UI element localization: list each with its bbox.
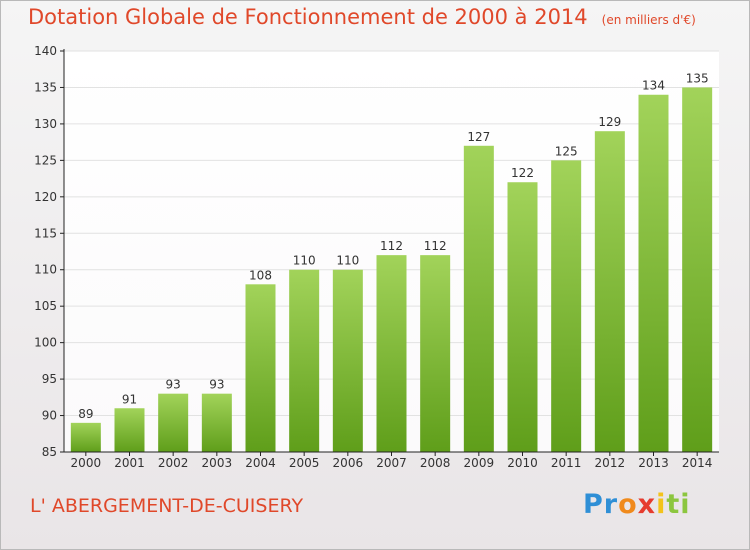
y-tick-label: 120	[34, 190, 57, 204]
x-tick-label: 2002	[158, 456, 189, 470]
y-tick-label: 95	[42, 372, 57, 386]
x-tick-label: 2009	[464, 456, 495, 470]
bar	[594, 131, 625, 452]
logo-part: o	[618, 489, 638, 520]
logo-part: x	[637, 489, 657, 520]
chart-title-block: Dotation Globale de Fonctionnement de 20…	[28, 5, 696, 29]
proxiti-logo: Proxiti	[583, 489, 691, 520]
logo-part: Pr	[583, 489, 619, 520]
bar	[332, 269, 363, 452]
x-tick-label: 2012	[595, 456, 626, 470]
y-tick-label: 110	[34, 263, 57, 277]
x-tick-label: 2005	[289, 456, 320, 470]
chart-unit: (en milliers d'€)	[601, 13, 696, 27]
data-label: 93	[209, 378, 224, 392]
bar	[114, 408, 145, 452]
data-label: 112	[424, 239, 447, 253]
bar	[682, 87, 713, 453]
data-label: 110	[293, 254, 316, 268]
bar	[420, 255, 451, 452]
bar	[245, 284, 276, 452]
y-tick-label: 90	[42, 409, 57, 423]
logo-part: i	[656, 489, 667, 520]
data-label: 129	[598, 115, 621, 129]
commune-name: L' ABERGEMENT-DE-CUISERY	[30, 495, 304, 517]
data-label: 127	[467, 130, 490, 144]
bar	[638, 94, 669, 452]
x-tick-label: 2006	[333, 456, 364, 470]
bar	[158, 393, 189, 452]
chart-title: Dotation Globale de Fonctionnement de 20…	[28, 5, 588, 29]
x-tick-label: 2007	[376, 456, 407, 470]
data-label: 110	[336, 254, 359, 268]
x-tick-label: 2004	[245, 456, 276, 470]
x-tick-label: 2011	[551, 456, 582, 470]
y-tick-label: 130	[34, 117, 57, 131]
y-tick-label: 105	[34, 299, 57, 313]
y-tick-label: 135	[34, 80, 57, 94]
y-tick-label: 100	[34, 336, 57, 350]
bar	[376, 255, 407, 452]
bar	[463, 145, 494, 453]
data-label: 135	[686, 71, 709, 85]
data-label: 108	[249, 268, 272, 282]
data-label: 89	[78, 407, 93, 421]
x-tick-label: 2001	[114, 456, 145, 470]
data-label: 112	[380, 239, 403, 253]
x-tick-label: 2014	[682, 456, 713, 470]
bar	[201, 393, 232, 452]
logo-part: ti	[666, 489, 691, 520]
y-tick-label: 125	[34, 153, 57, 167]
bar	[551, 160, 582, 452]
bar	[289, 269, 320, 452]
x-tick-label: 2003	[202, 456, 233, 470]
bar	[70, 422, 101, 452]
data-label: 93	[166, 378, 181, 392]
x-tick-label: 2010	[507, 456, 538, 470]
x-tick-label: 2008	[420, 456, 451, 470]
x-tick-label: 2000	[71, 456, 102, 470]
bar	[507, 182, 538, 452]
y-tick-label: 115	[34, 226, 57, 240]
data-label: 122	[511, 166, 534, 180]
data-label: 125	[555, 144, 578, 158]
y-tick-label: 85	[42, 445, 57, 459]
y-tick-label: 140	[34, 44, 57, 58]
data-label: 91	[122, 392, 137, 406]
x-tick-label: 2013	[638, 456, 669, 470]
data-label: 134	[642, 79, 665, 93]
